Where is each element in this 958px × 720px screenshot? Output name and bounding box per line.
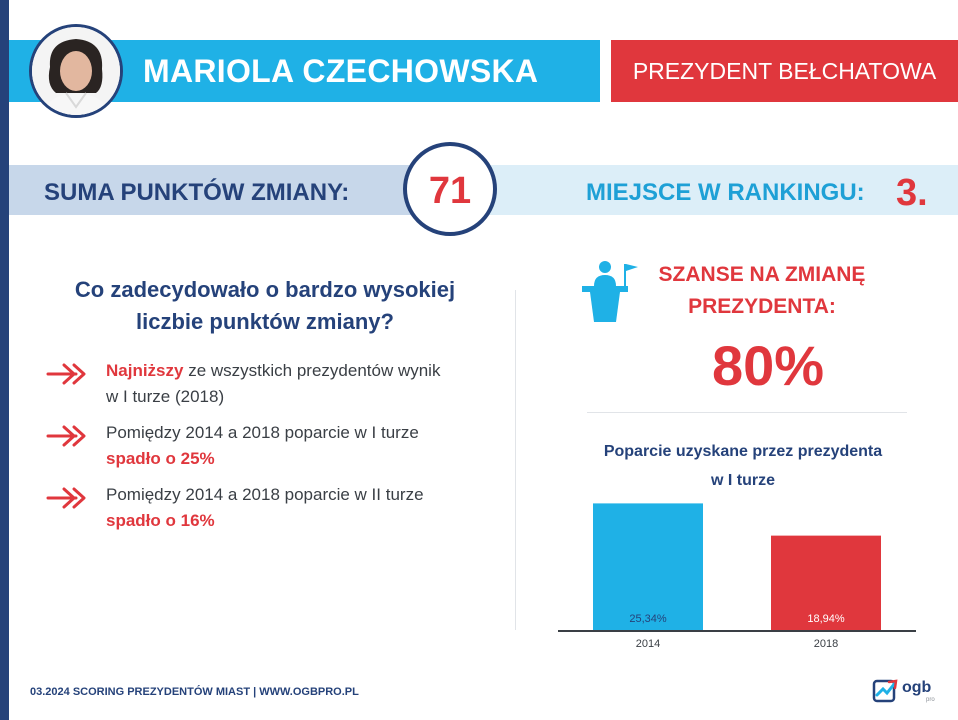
x-tick-label: 2014 <box>636 638 660 650</box>
score-label: SUMA PUNKTÓW ZMIANY: <box>44 179 350 206</box>
chances-label-line-2: PREZYDENTA: <box>688 295 836 318</box>
footer-text: 03.2024 SCORING PREZYDENTÓW MIAST | WWW.… <box>30 686 359 698</box>
ogb-logo-icon <box>872 679 898 703</box>
ogb-logo: ogb pro <box>872 677 942 707</box>
ogb-logo-subtext: pro <box>926 697 935 703</box>
horizontal-divider <box>587 412 907 413</box>
reason-highlight: spadło o 16% <box>106 511 215 530</box>
speaker-podium-icon <box>582 261 638 322</box>
chances-label-line-1: SZANSE NA ZMIANĘ <box>658 263 866 286</box>
bar-2018 <box>771 535 881 631</box>
chart-title-line-2: w I turze <box>710 472 775 489</box>
chart-title-line-1: Poparcie uzyskane przez prezydenta <box>603 443 883 460</box>
president-title: PREZYDENT BEŁCHATOWA <box>632 58 937 84</box>
question-line-1: Co zadecydowało o bardzo wysokiej <box>74 277 456 302</box>
double-arrow-icon <box>46 425 86 447</box>
title-banner <box>611 40 958 102</box>
score-value: 71 <box>428 170 472 212</box>
bar-value-label: 18,94% <box>807 613 845 625</box>
question-heading: Co zadecydowało o bardzo wysokiej liczbi… <box>40 274 490 338</box>
bar-value-label: 25,34% <box>629 613 667 625</box>
score-band <box>9 165 449 215</box>
score-circle <box>403 142 497 236</box>
double-arrow-icon <box>46 363 86 385</box>
president-photo <box>29 24 123 118</box>
rank-label: MIEJSCE W RANKINGU: <box>586 179 865 206</box>
reason-highlight: spadło o 25% <box>106 449 215 468</box>
chances-value: 80% <box>712 334 825 397</box>
ogb-logo-text: ogb <box>902 679 932 696</box>
vertical-divider <box>515 290 516 630</box>
question-line-2: liczbie punktów zmiany? <box>136 309 394 334</box>
rank-value: 3. <box>896 172 928 214</box>
chances-label: SZANSE NA ZMIANĘ PREZYDENTA: <box>632 259 892 323</box>
x-tick-label: 2018 <box>814 638 838 650</box>
president-name: MARIOLA CZECHOWSKA <box>143 53 539 89</box>
reason-text: Pomiędzy 2014 a 2018 poparcie w II turze <box>106 485 424 504</box>
left-accent-stripe <box>0 0 9 720</box>
double-arrow-icon <box>46 487 86 509</box>
chart-title: Poparcie uzyskane przez prezydenta w I t… <box>588 437 898 495</box>
reason-text: Pomiędzy 2014 a 2018 poparcie w I turze <box>106 423 419 442</box>
rank-band <box>449 165 958 215</box>
reason-highlight: Najniższy <box>106 361 184 380</box>
reason-text: ze wszystkich prezydentów wynik w I turz… <box>106 361 441 406</box>
bar-2014 <box>593 503 703 631</box>
support-bar-chart: 25,34% 2014 18,94% 2018 <box>558 503 916 650</box>
